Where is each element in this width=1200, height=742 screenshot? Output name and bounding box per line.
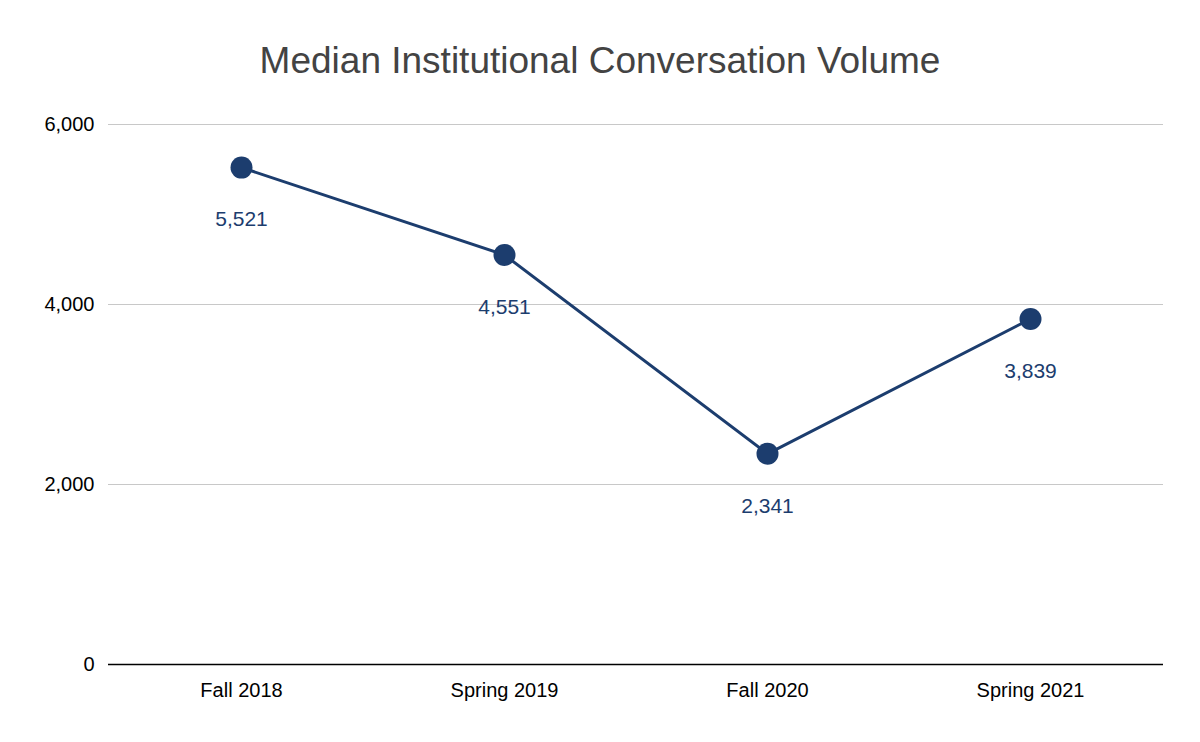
svg-text:5,521: 5,521 [215,207,268,230]
svg-text:3,839: 3,839 [1004,359,1057,382]
svg-text:2,000: 2,000 [44,473,94,495]
html-text:Median Institutional Conversat: Median Institutional Conversation Volume [259,40,941,81]
svg-text:Fall 2020: Fall 2020 [726,679,808,701]
svg-text:4,000: 4,000 [44,293,94,315]
svg-text:0: 0 [83,653,94,675]
svg-text:Spring 2021: Spring 2021 [977,679,1085,701]
svg-text:Spring 2019: Spring 2019 [451,679,559,701]
svg-text:Fall 2018: Fall 2018 [200,679,282,701]
svg-text:6,000: 6,000 [44,113,94,135]
svg-text:4,551: 4,551 [478,295,531,318]
svg-text:2,341: 2,341 [741,494,794,517]
